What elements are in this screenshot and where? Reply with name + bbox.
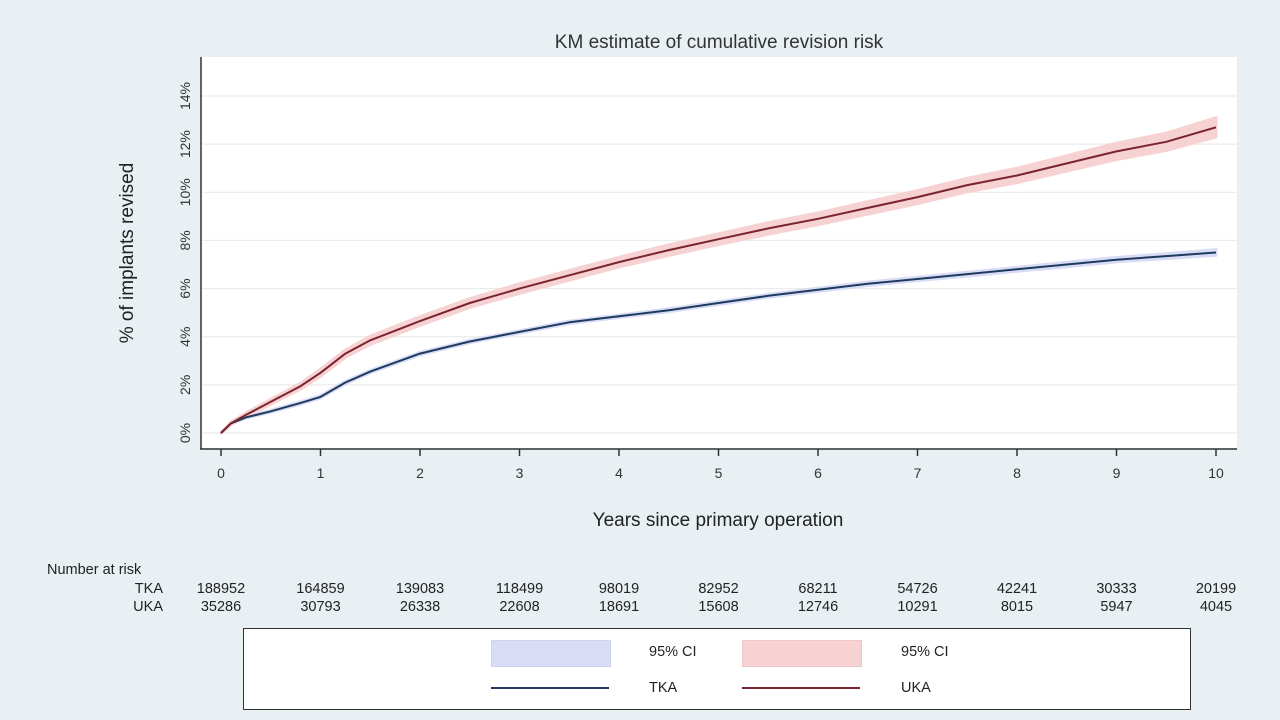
risk-cell: 139083 — [395, 581, 445, 597]
y-tick-label: 14% — [177, 82, 193, 110]
y-axis-label: % of implants revised — [117, 163, 138, 344]
y-ticks: 0% 2% 4% 6% 8% 10% 12% 14% — [177, 82, 193, 443]
x-tick-label: 7 — [914, 465, 922, 481]
x-tick-label: 5 — [715, 465, 723, 481]
legend-swatch-tka-ci — [491, 640, 611, 667]
risk-row-label: UKA — [133, 599, 163, 615]
legend-label-tka: TKA — [649, 680, 678, 696]
legend-line-tka — [491, 687, 609, 689]
risk-cell: 18691 — [598, 599, 640, 615]
risk-row-label: TKA — [134, 581, 163, 597]
x-tick-label: 0 — [217, 465, 225, 481]
risk-cell: 188952 — [196, 581, 246, 597]
risk-cell: 8015 — [1000, 599, 1034, 615]
risk-cell: 15608 — [698, 599, 739, 615]
risk-cell: 42241 — [996, 581, 1038, 597]
x-tick-label: 8 — [1013, 465, 1021, 481]
risk-cell: 30793 — [300, 599, 341, 615]
y-tick-label: 12% — [177, 130, 193, 158]
chart-title: KM estimate of cumulative revision risk — [555, 32, 884, 53]
y-tick-label: 6% — [177, 278, 193, 298]
risk-cell: 68211 — [798, 581, 838, 597]
risk-cell: 4045 — [1199, 599, 1233, 615]
risk-cell: 164859 — [296, 581, 345, 597]
series-lines — [220, 126, 1217, 434]
series-line-tka — [220, 251, 1217, 434]
legend-line-uka — [742, 687, 860, 689]
risk-cell: 98019 — [598, 581, 640, 597]
risk-cell: 22608 — [499, 599, 540, 615]
risk-cell: 20199 — [1195, 581, 1237, 597]
risk-cell: 118499 — [495, 581, 544, 597]
y-tick-label: 10% — [177, 178, 193, 206]
legend-label-uka-ci: 95% CI — [901, 644, 949, 660]
risk-cell: 54726 — [897, 581, 938, 597]
y-tick-label: 0% — [177, 423, 193, 443]
risk-cell: 10291 — [897, 599, 938, 615]
legend-swatch-uka-ci — [742, 640, 862, 667]
x-tick-label: 2 — [416, 465, 424, 481]
risk-cell: 26338 — [399, 599, 441, 615]
risk-row-tka: TKA 188952 164859 139083 118499 98019 82… — [0, 581, 1280, 598]
series-line-uka — [220, 126, 1217, 434]
risk-cell: 12746 — [797, 599, 839, 615]
km-chart: 0 1 2 3 4 5 6 7 8 9 10 0% 2% 4% 6% 8% 10% 12% 14% KM esti… — [117, 32, 1237, 531]
legend-label-uka: UKA — [901, 680, 931, 696]
x-ticks: 0 1 2 3 4 5 6 7 8 9 10 — [217, 449, 1224, 481]
plot-background — [201, 57, 1237, 448]
ci-band-uka — [219, 116, 1218, 435]
x-tick-label: 3 — [516, 465, 524, 481]
risk-row-uka: UKA 35286 30793 26338 22608 18691 15608 … — [0, 599, 1280, 616]
risk-cell: 30333 — [1096, 581, 1137, 597]
x-tick-label: 9 — [1113, 465, 1121, 481]
legend: 95% CI 95% CI TKA UKA — [243, 628, 1191, 710]
legend-label-tka-ci: 95% CI — [649, 644, 697, 660]
y-tick-label: 4% — [177, 327, 193, 347]
risk-cell: 35286 — [200, 599, 242, 615]
y-tick-label: 8% — [177, 230, 193, 250]
x-tick-label: 4 — [615, 465, 623, 481]
y-tick-label: 2% — [177, 375, 193, 395]
x-axis-label: Years since primary operation — [593, 510, 844, 531]
x-tick-label: 1 — [317, 465, 325, 481]
x-tick-label: 10 — [1208, 465, 1224, 481]
risk-cell: 82952 — [698, 581, 739, 597]
risk-cell: 5947 — [1100, 599, 1133, 615]
x-tick-label: 6 — [814, 465, 822, 481]
number-at-risk-title: Number at risk — [47, 562, 142, 578]
